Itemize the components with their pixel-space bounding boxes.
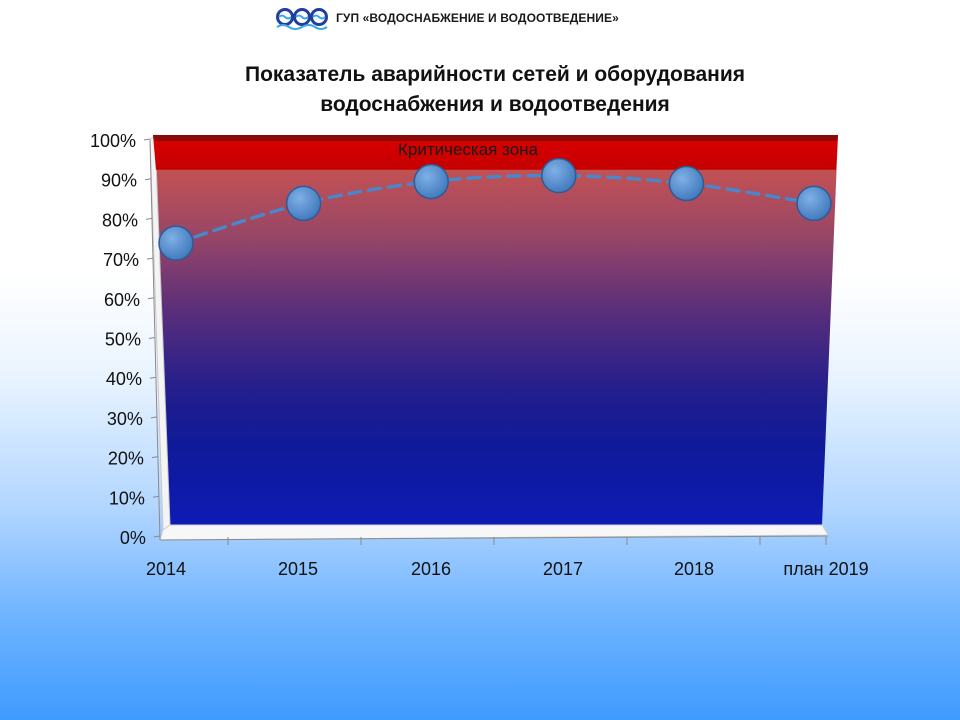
data-point-marker [158, 225, 194, 261]
data-point-marker [541, 157, 577, 194]
x-tick-label: 2016 [411, 559, 451, 579]
y-tick-mark [145, 217, 153, 220]
critical-zone-top-edge [153, 135, 838, 141]
y-tick-mark [147, 297, 155, 300]
y-tick-label: 30% [107, 409, 143, 429]
x-tick-label: план 2019 [783, 559, 868, 579]
y-tick-mark [151, 456, 159, 459]
critical-zone: Критическая зона [153, 135, 838, 170]
x-axis-line [159, 535, 829, 541]
x-axis-ticks: 2014 2015 2016 2017 2018 план 2019 [146, 535, 869, 579]
critical-zone-label: Критическая зона [398, 140, 539, 159]
y-tick-label: 0% [120, 528, 146, 548]
floor [159, 524, 829, 541]
y-tick-mark [144, 178, 152, 181]
y-tick-label: 90% [101, 171, 137, 191]
y-tick-mark [153, 535, 161, 538]
y-tick-mark [146, 257, 154, 260]
y-tick-mark [150, 416, 158, 419]
x-tick-label: 2015 [278, 559, 318, 579]
organization-name: ГУП «ВОДОСНАБЖЕНИЕ И ВОДООТВЕДЕНИЕ» [336, 11, 619, 25]
y-tick-label: 100% [90, 131, 136, 151]
y-tick-mark [148, 337, 156, 339]
data-point-marker [285, 185, 322, 222]
chart-title-line-1: Показатель аварийности сетей и оборудова… [244, 63, 746, 86]
x-tick-label: 2018 [674, 559, 714, 579]
x-tick-label: 2017 [543, 559, 583, 579]
y-tick-label: 70% [103, 250, 139, 270]
data-point-marker [413, 163, 449, 200]
y-tick-label: 40% [106, 369, 142, 389]
series-line [174, 173, 816, 245]
y-tick-label: 80% [102, 210, 138, 230]
y-axis-line [149, 139, 161, 541]
chart-frame [149, 133, 838, 541]
y-tick-label: 20% [108, 449, 144, 469]
y-tick-label: 50% [105, 330, 141, 350]
y-tick-mark [149, 376, 157, 379]
y-tick-mark [143, 138, 151, 141]
series-line-path [174, 173, 816, 245]
y-tick-label: 60% [104, 290, 140, 310]
y-tick-label: 10% [109, 488, 145, 508]
data-point-marker [668, 165, 705, 202]
x-tick-label: 2014 [146, 559, 186, 579]
y-tick-mark [152, 495, 160, 498]
critical-zone-band [153, 135, 838, 170]
series-markers [158, 157, 832, 261]
back-wall [155, 135, 838, 525]
chart-title: Показатель аварийности сетей и оборудова… [170, 60, 820, 120]
y-axis-ticks: 0% 10% 20% 30% 40% 50% 60% 70% 80% 90% 100% [90, 131, 161, 548]
header: ГУП «ВОДОСНАБЖЕНИЕ И ВОДООТВЕДЕНИЕ» [276, 4, 619, 32]
data-point-marker [796, 185, 832, 222]
chart-title-line-2: водоснабжения и водоотведения [320, 93, 670, 116]
company-logo-icon [276, 8, 328, 30]
